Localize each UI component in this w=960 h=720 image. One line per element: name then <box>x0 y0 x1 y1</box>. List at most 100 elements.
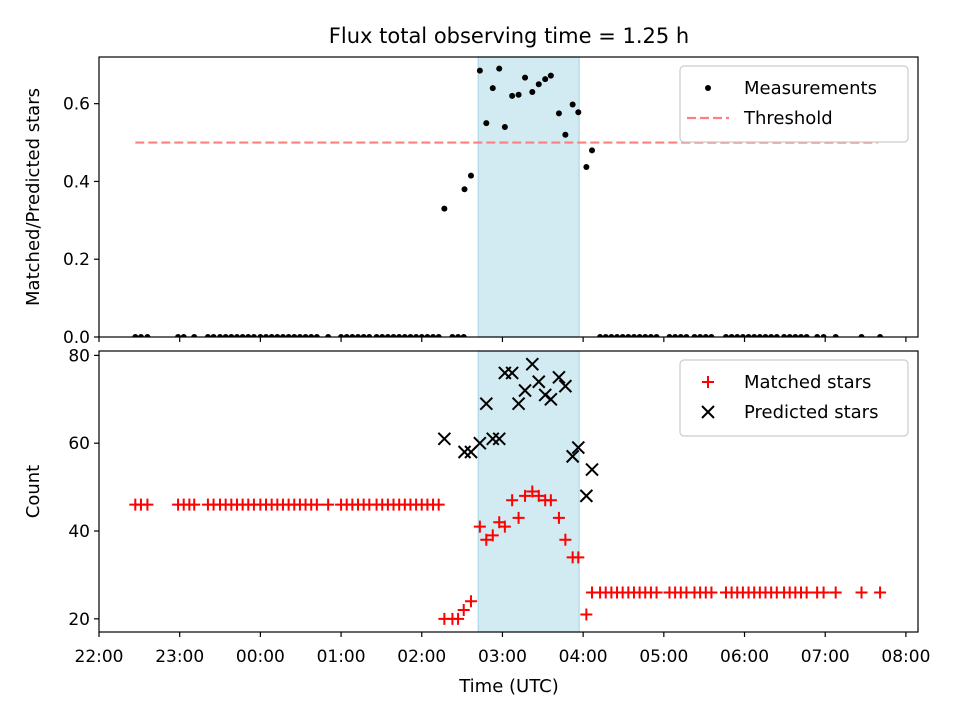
data-point <box>366 334 373 337</box>
data-point <box>579 489 594 503</box>
x-axis-label: Time (UTC) <box>458 676 559 697</box>
data-point <box>296 334 303 337</box>
data-point <box>585 462 599 477</box>
data-point <box>191 334 198 337</box>
data-point <box>575 109 582 116</box>
y-tick-label: 0.6 <box>63 95 90 115</box>
data-point <box>437 432 452 446</box>
data-point <box>480 533 493 546</box>
data-point <box>457 445 472 459</box>
data-point <box>515 91 522 98</box>
data-point <box>407 334 414 337</box>
data-point <box>542 76 549 83</box>
data-point <box>702 334 709 337</box>
data-point <box>532 489 545 502</box>
legend-marker <box>705 85 711 91</box>
x-tick-label: 04:00 <box>559 647 608 667</box>
data-point <box>858 334 865 337</box>
data-point <box>734 334 741 337</box>
data-point <box>751 334 758 337</box>
top-panel: 0.0 0.2 0.4 0.6 Matched/Predicted stars Measu… <box>23 56 919 348</box>
data-point <box>473 520 486 533</box>
data-point <box>245 334 252 337</box>
data-point <box>355 334 362 337</box>
data-point <box>401 334 408 337</box>
data-point <box>522 74 529 81</box>
data-point <box>602 334 609 337</box>
data-point <box>228 334 235 337</box>
data-point <box>496 65 503 72</box>
data-point <box>373 334 380 337</box>
data-point <box>798 334 804 337</box>
x-tick-label: 03:00 <box>478 647 527 667</box>
data-point <box>666 334 673 337</box>
data-point <box>441 205 448 212</box>
data-point <box>141 498 154 511</box>
legend-marker <box>702 376 714 388</box>
legend-marker <box>701 405 715 419</box>
chart-title: Flux total observing time = 1.25 h <box>329 24 689 48</box>
data-point <box>544 494 557 507</box>
data-point <box>233 334 240 337</box>
data-point <box>529 89 536 95</box>
data-point <box>877 334 884 337</box>
x-tick-label: 06:00 <box>720 647 769 667</box>
data-point <box>677 334 684 337</box>
data-point <box>274 334 281 337</box>
data-point <box>636 334 643 337</box>
data-point <box>650 586 663 599</box>
data-point <box>313 334 320 337</box>
x-tick-label: 01:00 <box>317 647 366 667</box>
data-point <box>144 334 151 337</box>
data-point <box>565 449 580 464</box>
data-point <box>506 494 519 507</box>
data-point <box>325 334 332 337</box>
data-point <box>781 334 788 337</box>
legend-box <box>679 359 909 437</box>
data-point <box>647 334 654 337</box>
data-point <box>360 334 367 337</box>
axes-frame <box>98 56 919 338</box>
series-predicted-stars <box>437 357 599 503</box>
data-point <box>483 120 490 127</box>
data-point <box>430 334 437 337</box>
data-point <box>217 334 224 337</box>
data-point <box>756 334 763 337</box>
legend-label: Predicted stars <box>744 402 878 423</box>
data-point <box>279 334 286 337</box>
data-point <box>800 586 813 599</box>
series-measurements <box>132 65 884 337</box>
data-point <box>222 334 229 337</box>
data-point <box>697 334 704 337</box>
x-tick-label: 22:00 <box>75 647 124 667</box>
data-point <box>509 92 516 99</box>
data-point <box>492 432 506 446</box>
data-point <box>396 334 403 337</box>
data-point <box>773 334 780 337</box>
data-point <box>452 612 465 625</box>
y-axis-label: Matched/Predicted stars <box>23 88 44 306</box>
data-point <box>467 172 474 179</box>
y-tick-label: 0.2 <box>63 250 90 270</box>
data-point <box>268 334 275 337</box>
data-point <box>349 334 356 337</box>
data-point <box>874 586 887 599</box>
data-point <box>188 498 201 511</box>
data-point <box>525 357 540 371</box>
axes-frame <box>98 350 919 633</box>
data-point <box>519 489 532 502</box>
data-layer <box>132 65 884 337</box>
data-point <box>455 334 462 337</box>
data-point <box>762 334 769 337</box>
data-point <box>580 608 593 621</box>
series-matched-stars <box>129 485 887 625</box>
data-point <box>379 334 386 337</box>
data-point <box>518 383 532 398</box>
data-point <box>479 396 494 411</box>
data-point <box>486 432 500 446</box>
data-point <box>473 436 487 450</box>
data-point <box>302 334 309 337</box>
data-point <box>705 586 718 599</box>
data-point <box>250 334 257 337</box>
data-point <box>424 334 431 337</box>
